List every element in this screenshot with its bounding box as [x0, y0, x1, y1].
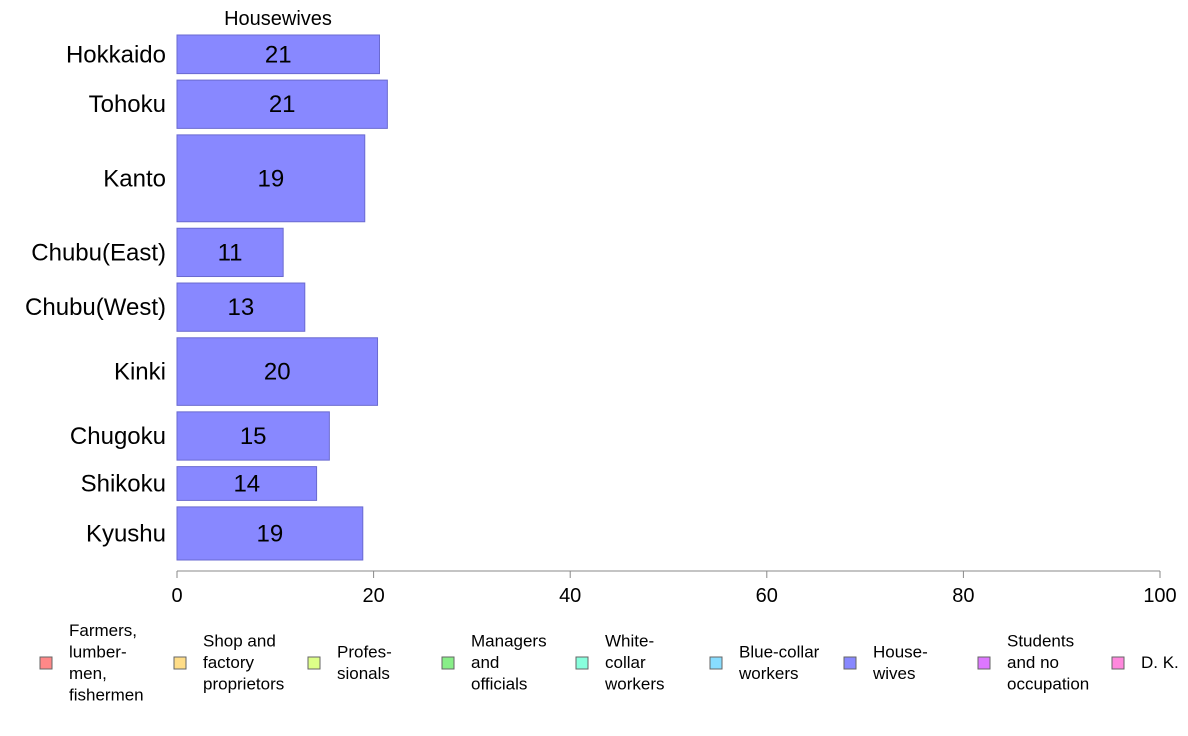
- data-label: 15: [240, 423, 267, 450]
- legend-swatch: [709, 656, 723, 670]
- category-label: Kinki: [114, 359, 166, 386]
- legend-label: D. K.: [1141, 653, 1179, 672]
- x-tick-label: 0: [171, 585, 182, 607]
- data-label: 11: [218, 239, 243, 266]
- legend-swatch: [977, 656, 991, 670]
- legend-swatch: [1111, 656, 1125, 670]
- legend-label: Shop and factory proprietors: [203, 632, 284, 694]
- bar-tohoku: [176, 79, 388, 129]
- category-label: Kyushu: [86, 520, 166, 547]
- bar-chugoku: [176, 411, 330, 461]
- legend-label: House-wives: [872, 642, 928, 683]
- bar-hokkaido: [176, 34, 380, 75]
- legend: Farmers, lumber-men, fishermen Shop and fact…: [39, 621, 1179, 705]
- x-tick-label: 60: [756, 585, 778, 607]
- legend-swatch: [39, 656, 53, 670]
- legend-swatch: [307, 656, 321, 670]
- legend-label: Farmers, lumber-men, fishermen: [69, 621, 144, 705]
- category-label: Chubu(East): [31, 239, 166, 266]
- bar-kyushu: [176, 506, 364, 561]
- legend-label: Managers and officials: [471, 632, 547, 694]
- category-label: Kanto: [103, 165, 166, 192]
- category-label: Shikoku: [81, 471, 166, 498]
- category-label: Chugoku: [70, 423, 166, 450]
- legend-label: White-collar workers: [604, 632, 665, 694]
- data-label: 20: [264, 359, 291, 386]
- data-label: 14: [233, 471, 260, 498]
- data-label: 19: [258, 165, 285, 192]
- x-axis: 0 20 40 60 80 100: [171, 570, 1177, 607]
- x-tick-label: 20: [362, 585, 384, 607]
- bar-chubu-east-: [176, 227, 284, 278]
- legend-swatch: [843, 656, 857, 670]
- bar-chubu-west-: [176, 282, 306, 332]
- x-tick-label: 100: [1143, 585, 1176, 607]
- category-label: Tohoku: [89, 91, 166, 118]
- data-label: 21: [265, 41, 292, 68]
- x-tick-label: 40: [559, 585, 581, 607]
- bar-shikoku: [176, 466, 318, 501]
- x-tick-label: 80: [952, 585, 974, 607]
- legend-swatch: [441, 656, 455, 670]
- legend-label: Students and no occupation: [1007, 632, 1089, 694]
- chart-title: Housewives: [224, 8, 332, 30]
- data-label: 13: [228, 294, 255, 321]
- legend-label: Blue-collar workers: [738, 642, 820, 683]
- category-label: Chubu(West): [25, 294, 166, 321]
- bar-kanto: [176, 134, 366, 223]
- legend-swatch: [173, 656, 187, 670]
- legend-label: Profes-sionals: [337, 642, 392, 683]
- category-label: Hokkaido: [66, 41, 166, 68]
- data-label: 21: [269, 91, 296, 118]
- data-label: 19: [257, 520, 284, 547]
- bars-group: 21 Hokkaido 21 Tohoku 19 Kanto 11 Chubu(East) 13…: [25, 34, 388, 561]
- bar-kinki: [176, 337, 379, 406]
- legend-swatch: [575, 656, 589, 670]
